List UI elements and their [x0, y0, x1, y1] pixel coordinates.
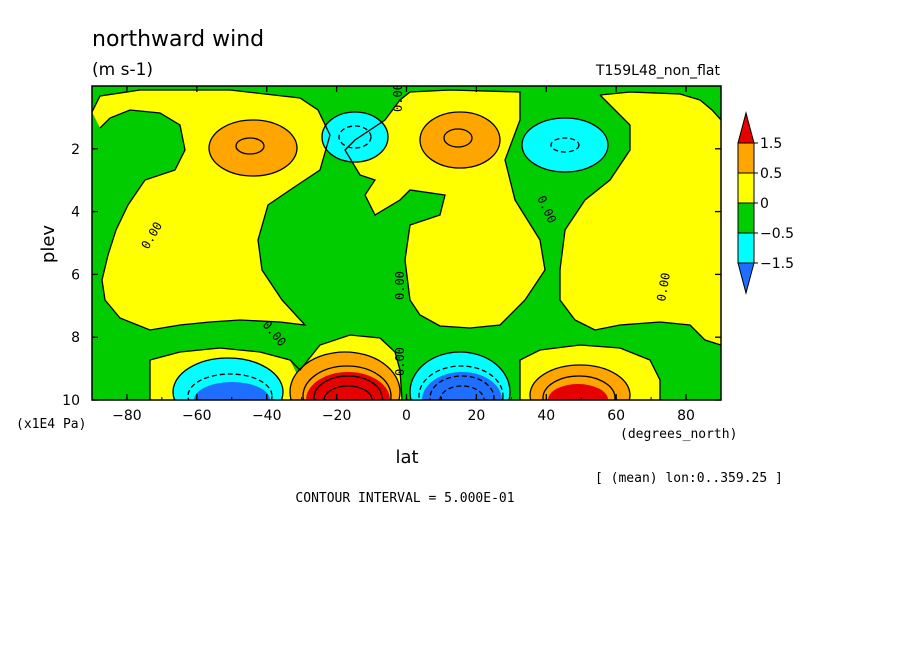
y-tick-label: 10	[62, 393, 80, 409]
colorbar-arrow-bottom	[737, 262, 755, 295]
contour-zero-e	[519, 344, 661, 400]
contour-lower-south-pos-4	[323, 385, 373, 400]
contour-upper-south-pos	[208, 119, 298, 177]
band-yellow-northern	[560, 92, 721, 345]
x-tick-label: −60	[182, 408, 212, 424]
core-red-lower-north	[548, 384, 608, 400]
colorbar-label: −0.5	[760, 226, 794, 242]
y-tick-label: 4	[71, 205, 80, 221]
core-orange-upper-north	[420, 112, 500, 168]
contour-label: 0.00	[391, 83, 405, 112]
core-orange-upper-south	[209, 120, 297, 176]
contour-zero-a	[92, 89, 331, 331]
x-axis: −80 −60 −40 −20 0 20 40 60 80	[91, 86, 722, 424]
contour-interval: CONTOUR INTERVAL = 5.000E-01	[295, 491, 514, 506]
contour-zero-b	[344, 89, 546, 329]
y-tick-label: 8	[71, 330, 80, 346]
colorbar-swatch	[737, 202, 755, 234]
contour-upper-south-pos-inner	[235, 137, 265, 155]
contour-label: 0.00	[393, 347, 407, 376]
x-tick-label: −20	[322, 408, 352, 424]
colorbar-swatch	[737, 172, 755, 204]
contour-lower-south-neg-2	[187, 373, 273, 400]
colorbar-swatch	[737, 142, 755, 174]
contour-label: 0.00	[654, 272, 673, 303]
colorbar-label: 1.5	[760, 136, 782, 152]
y-tick-label: 2	[71, 142, 80, 158]
contour-lines	[92, 89, 721, 400]
colorbar: 1.5 0.5 0 −0.5 −1.5	[737, 111, 794, 295]
contour-lower-south-neg	[172, 357, 284, 400]
contour-lower-north-neg-2	[418, 365, 504, 400]
core-cyan-upper-south	[322, 112, 388, 162]
x-axis-units: (degrees_north)	[620, 427, 737, 442]
contour-lower-south-pos-2	[302, 365, 392, 400]
core-blue-lower-south	[194, 382, 270, 400]
contour-lower-north-neg	[409, 351, 511, 400]
colorbar-arrow-top	[737, 111, 755, 144]
colorbar-label: −1.5	[760, 256, 794, 272]
colorbar-label: 0	[760, 196, 769, 212]
x-tick-label: 40	[537, 408, 555, 424]
contour-zero-c	[559, 91, 721, 346]
chart-units: (m s-1)	[92, 60, 153, 80]
contour-zero-d	[149, 334, 403, 400]
y-axis-units: (x1E4 Pa)	[16, 417, 86, 432]
x-tick-label: 0	[402, 408, 411, 424]
contour-lower-north-neg-3	[429, 375, 495, 400]
contour-upper-north-neg	[521, 117, 609, 173]
contour-upper-north-pos-inner	[443, 128, 473, 148]
colorbar-label: 0.5	[760, 166, 782, 182]
contour-upper-north-neg-inner	[550, 137, 580, 153]
core-cyan-upper-north	[522, 118, 608, 172]
chart-title: northward wind	[92, 27, 264, 52]
contour-lower-north-pos-2	[542, 375, 616, 400]
contour-lower-south-pos	[289, 351, 401, 400]
contour-upper-south-neg-inner	[338, 125, 372, 149]
contour-lower-north-pos	[529, 364, 631, 400]
colorbar-swatch	[737, 232, 755, 264]
run-name: T159L48_non_flat	[595, 63, 721, 79]
x-tick-label: 20	[467, 408, 485, 424]
contour-label: 0.00	[393, 271, 407, 300]
x-tick-label: −80	[112, 408, 142, 424]
contour-field: 0.00 0.00 0.00 0.00 0.00 0.00 0.00	[92, 83, 721, 400]
mean-note: [ (mean) lon:0..359.25 ]	[595, 471, 783, 486]
x-tick-label: −40	[252, 408, 282, 424]
contour-upper-north-pos	[419, 111, 501, 169]
x-tick-label: 80	[677, 408, 695, 424]
core-blue-lower-north	[422, 372, 502, 400]
y-axis: 2 4 6 8 10	[62, 142, 721, 409]
contour-upper-south-neg	[321, 111, 389, 163]
x-tick-label: 60	[607, 408, 625, 424]
y-axis-label: plev	[38, 225, 59, 264]
y-tick-label: 6	[71, 267, 80, 283]
contour-lower-south-pos-3	[313, 375, 383, 400]
x-axis-label: lat	[395, 447, 418, 468]
